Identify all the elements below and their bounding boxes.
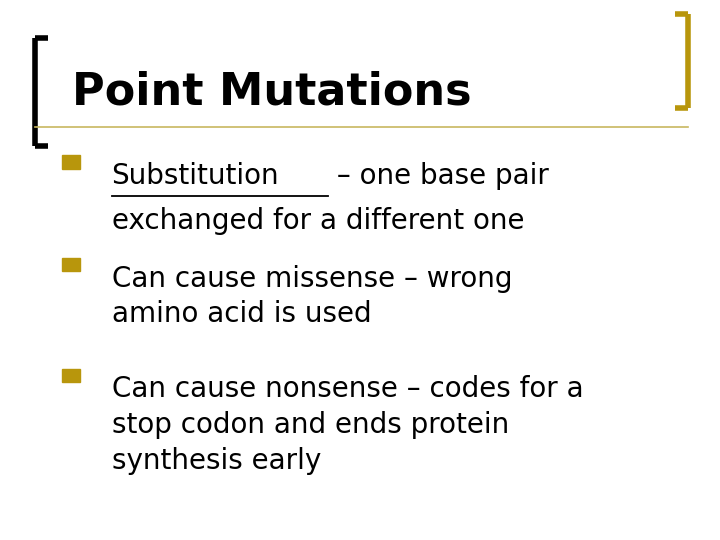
FancyBboxPatch shape [62, 258, 80, 271]
Text: Point Mutations: Point Mutations [72, 70, 472, 113]
Text: exchanged for a different one: exchanged for a different one [112, 207, 524, 235]
Text: Can cause missense – wrong
amino acid is used: Can cause missense – wrong amino acid is… [112, 265, 512, 328]
Text: Substitution: Substitution [112, 162, 279, 190]
FancyBboxPatch shape [62, 368, 80, 382]
Text: Can cause nonsense – codes for a
stop codon and ends protein
synthesis early: Can cause nonsense – codes for a stop co… [112, 375, 583, 475]
Text: – one base pair: – one base pair [328, 162, 549, 190]
FancyBboxPatch shape [62, 156, 80, 168]
